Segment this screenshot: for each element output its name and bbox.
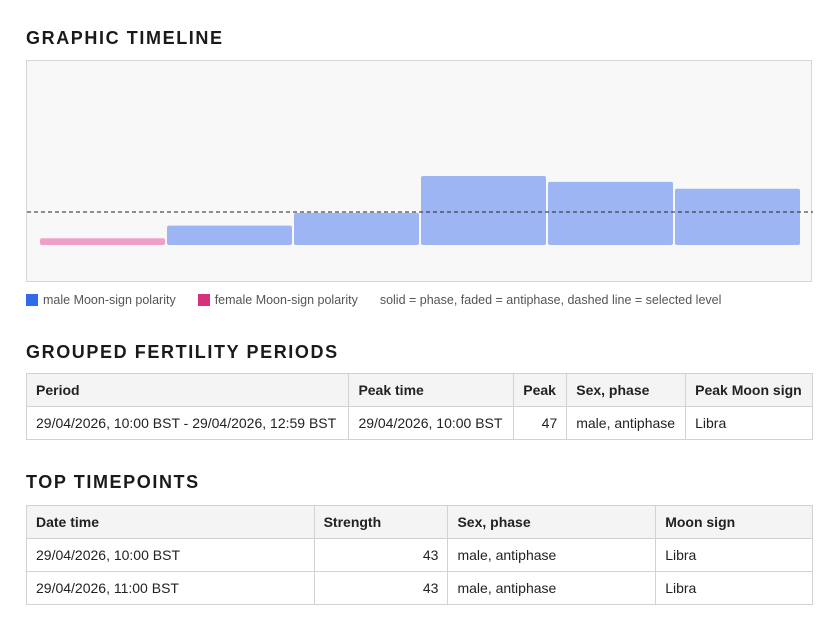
table-row: 29/04/2026, 10:00 BST - 29/04/2026, 12:5… <box>25 406 813 440</box>
period-cell: 29/04/2026, 10:00 BST - 29/04/2026, 12:5… <box>25 406 350 440</box>
timeline-chart <box>26 60 813 282</box>
periods-table: Period Peak time Peak Sex, phase Peak Mo… <box>25 373 813 440</box>
female-bar-0 <box>40 238 165 245</box>
timepoints-header-row: Date time Strength Sex, phase Moon sign <box>26 505 813 539</box>
periods-title: GROUPED FERTILITY PERIODS <box>26 342 339 362</box>
legend-note: solid = phase, faded = antiphase, dashed… <box>379 293 722 307</box>
moon-sign-cell: Libra <box>685 406 813 440</box>
legend-female-label: female Moon-sign polarity <box>214 293 358 307</box>
timepoints-table: Date time Strength Sex, phase Moon sign … <box>26 505 813 605</box>
timeline-svg <box>27 176 813 245</box>
female-swatch-icon <box>197 294 210 306</box>
timepoints-col-sex-phase: Sex, phase <box>447 505 657 539</box>
timeline-title: GRAPHIC TIMELINE <box>26 28 224 48</box>
male-bar-5 <box>675 188 800 245</box>
periods-header-row: Period Peak time Peak Sex, phase Peak Mo… <box>25 373 813 407</box>
date-time-cell: 29/04/2026, 11:00 BST <box>26 571 315 605</box>
legend-male: male Moon-sign polarity <box>26 293 176 307</box>
male-bar-2 <box>294 212 419 245</box>
timepoints-col-moon-sign: Moon sign <box>655 505 813 539</box>
moon-sign-cell: Libra <box>655 538 813 572</box>
sex-phase-cell: male, antiphase <box>447 538 657 572</box>
timepoints-col-date-time: Date time <box>26 505 315 539</box>
peak-time-cell: 29/04/2026, 10:00 BST <box>348 406 515 440</box>
sex-phase-cell: male, antiphase <box>447 571 657 605</box>
periods-col-period: Period <box>25 373 350 407</box>
moon-sign-cell: Libra <box>655 571 813 605</box>
strength-cell: 43 <box>313 538 449 572</box>
sex-phase-cell: male, antiphase <box>566 406 687 440</box>
strength-cell: 43 <box>313 571 449 605</box>
chart-legend: male Moon-sign polarity female Moon-sign… <box>26 292 721 308</box>
male-bar-4 <box>548 181 673 245</box>
periods-col-sex-phase: Sex, phase <box>566 373 687 407</box>
legend-female: female Moon-sign polarity <box>197 293 358 307</box>
periods-col-peak-time: Peak time <box>348 373 515 407</box>
table-row: 29/04/2026, 11:00 BST 43 male, antiphase… <box>26 571 813 605</box>
peak-cell: 47 <box>513 406 568 440</box>
male-swatch-icon <box>26 294 38 306</box>
date-time-cell: 29/04/2026, 10:00 BST <box>26 538 315 572</box>
table-row: 29/04/2026, 10:00 BST 43 male, antiphase… <box>26 538 813 572</box>
timepoints-title: TOP TIMEPOINTS <box>26 472 200 492</box>
timepoints-col-strength: Strength <box>313 505 449 539</box>
periods-col-moon-sign: Peak Moon sign <box>685 373 813 407</box>
legend-male-label: male Moon-sign polarity <box>43 293 176 307</box>
male-bar-3 <box>421 176 546 245</box>
male-bar-1 <box>167 225 292 245</box>
periods-col-peak: Peak <box>513 373 568 407</box>
